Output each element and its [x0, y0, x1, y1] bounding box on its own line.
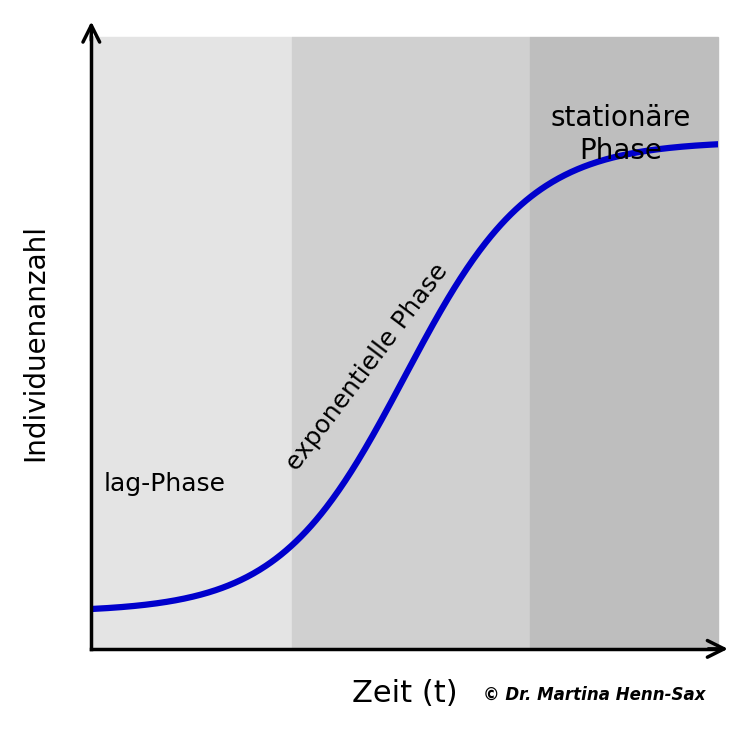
- Text: stationäre
Phase: stationäre Phase: [550, 105, 692, 164]
- Text: Individuenanzahl: Individuenanzahl: [21, 224, 49, 461]
- Bar: [292, 37, 530, 649]
- Text: exponentielle Phase: exponentielle Phase: [282, 260, 452, 475]
- Text: © Dr. Martina Henn-Sax: © Dr. Martina Henn-Sax: [483, 686, 706, 704]
- Text: lag-Phase: lag-Phase: [104, 471, 226, 496]
- Bar: [92, 37, 292, 649]
- Bar: [530, 37, 718, 649]
- Text: Zeit (t): Zeit (t): [352, 679, 458, 708]
